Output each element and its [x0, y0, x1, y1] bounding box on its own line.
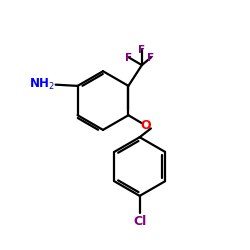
Text: NH$_2$: NH$_2$ — [28, 77, 54, 92]
Text: F: F — [148, 52, 154, 62]
Text: F: F — [138, 45, 145, 55]
Text: O: O — [141, 119, 151, 132]
Text: Cl: Cl — [133, 216, 146, 228]
Text: F: F — [126, 52, 132, 62]
